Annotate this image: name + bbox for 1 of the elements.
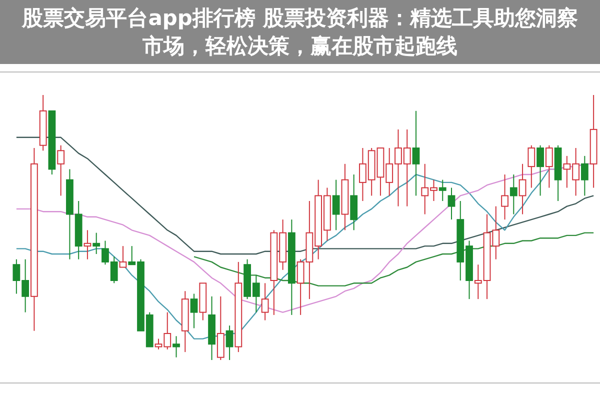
chart-title: 股票交易平台app排行榜 股票投资利器：精选工具助您洞察市场，轻松决策，赢在股市起跑线 <box>20 5 579 60</box>
